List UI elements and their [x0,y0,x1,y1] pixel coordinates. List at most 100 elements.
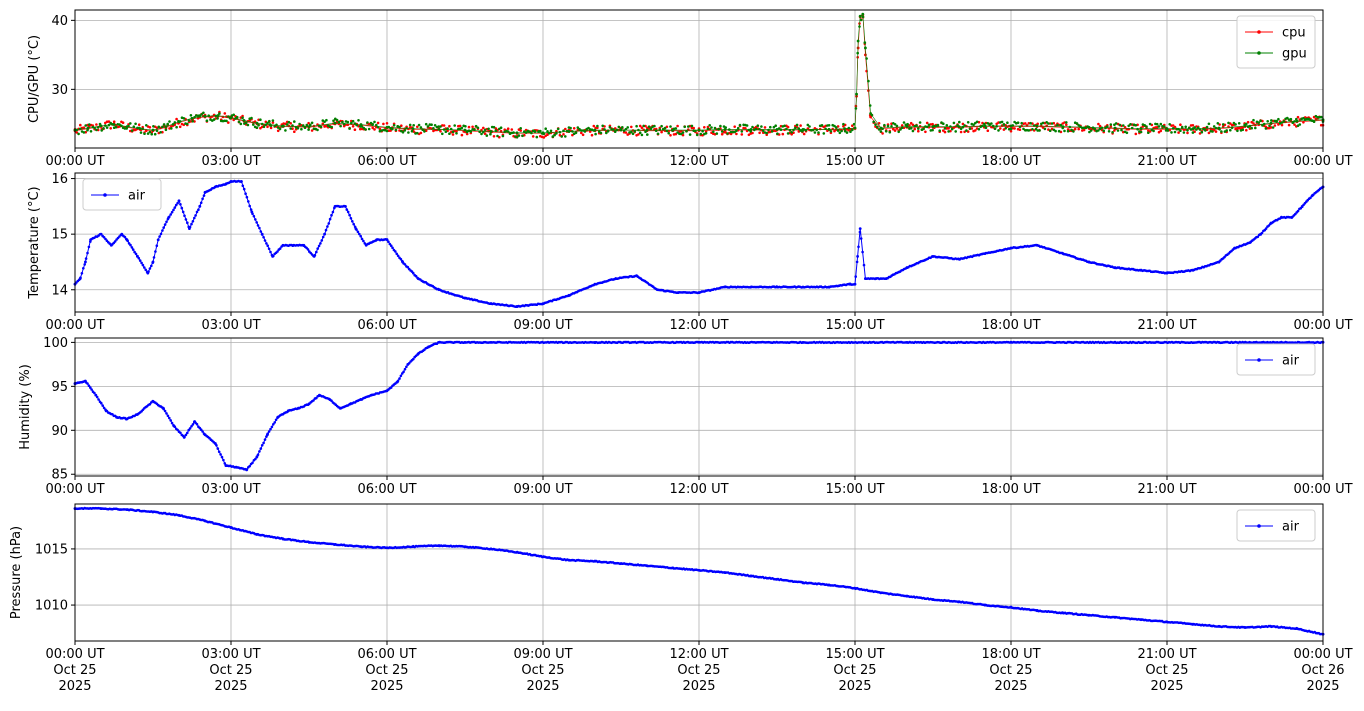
legend-marker-air [103,193,107,197]
legend-marker-gpu [1257,51,1261,55]
data-point [275,123,278,127]
data-point [307,540,311,544]
data-point [957,125,961,129]
data-point [245,468,249,472]
data-point [359,234,363,238]
data-point [335,120,339,124]
data-point [775,127,779,131]
data-point [229,179,233,183]
data-point [883,123,886,127]
data-point [1259,119,1262,123]
data-point [843,127,846,131]
data-point [706,127,710,131]
data-point [865,57,868,60]
data-point [411,545,415,549]
data-point [358,232,361,236]
data-point [416,125,419,129]
data-point [924,130,927,134]
data-point [337,120,341,124]
data-point [868,104,872,107]
data-point [995,125,998,128]
data-point [109,127,112,130]
data-point [1036,129,1039,132]
data-point [269,126,273,130]
data-point [749,574,753,578]
x-tick-label: 21:00 UT [1137,482,1196,497]
data-point [1027,129,1031,132]
data-point [463,545,467,549]
data-point [266,433,269,437]
data-point [1261,124,1264,127]
data-point [362,239,365,243]
data-point [938,129,941,132]
data-point [284,129,287,132]
data-point [917,127,920,130]
data-point [1262,122,1266,126]
data-point [519,129,522,132]
data-point [449,127,453,131]
data-point [141,127,144,131]
data-point [822,132,826,135]
data-point [87,384,91,388]
data-point [296,127,300,130]
data-point [107,120,111,123]
data-point [1018,125,1022,129]
data-point [162,123,166,126]
data-point [190,116,194,120]
data-point [847,126,851,130]
data-point [701,129,704,133]
data-point [389,129,392,132]
x-tick-label: 21:00 UT Oct 25 2025 [1137,647,1196,694]
data-point [1248,241,1252,244]
legend-marker-air [1257,358,1261,362]
data-point [193,420,197,423]
data-point [193,216,196,220]
data-point [224,464,228,467]
data-point [1214,126,1218,130]
data-point [330,213,333,217]
data-point [669,134,672,137]
data-point [1127,124,1130,128]
data-point [804,129,808,132]
x-tick-label: 18:00 UT [981,154,1040,169]
data-point [869,115,872,119]
data-point [1056,123,1059,127]
data-point [399,257,403,261]
data-point [399,374,403,378]
panel-temperature: 00:00 UT 03:00 UT 06:00 UT 09:00 UT 12:00 UT… [27,172,1353,333]
data-point [125,417,129,421]
data-point [1139,618,1143,622]
data-point [195,422,199,426]
data-point [553,133,556,137]
y-tick-label: 14 [51,283,68,298]
data-point [855,260,859,264]
data-point [681,131,685,134]
data-point [216,114,220,117]
data-point [697,340,701,344]
data-point [405,365,408,369]
data-point [199,201,203,205]
data-point [1319,123,1323,127]
data-point [155,129,159,132]
data-point [653,124,656,128]
x-tick-label: 00:00 UT [45,482,104,497]
legend-label-air: air [1282,354,1300,369]
data-point [669,125,672,128]
data-point [769,125,772,129]
data-point [344,204,347,208]
data-point [168,127,171,130]
data-point [856,255,859,258]
data-point [412,124,416,127]
data-point [515,136,519,139]
data-point [541,131,545,135]
data-point [1087,125,1091,129]
data-point [1214,130,1218,133]
x-tick-label: 12:00 UT [669,154,728,169]
data-point [1277,117,1280,121]
data-point [417,123,421,127]
data-point [403,263,407,266]
data-point [245,195,249,199]
data-point [254,457,257,461]
data-point [853,126,857,130]
data-point [1136,127,1139,131]
